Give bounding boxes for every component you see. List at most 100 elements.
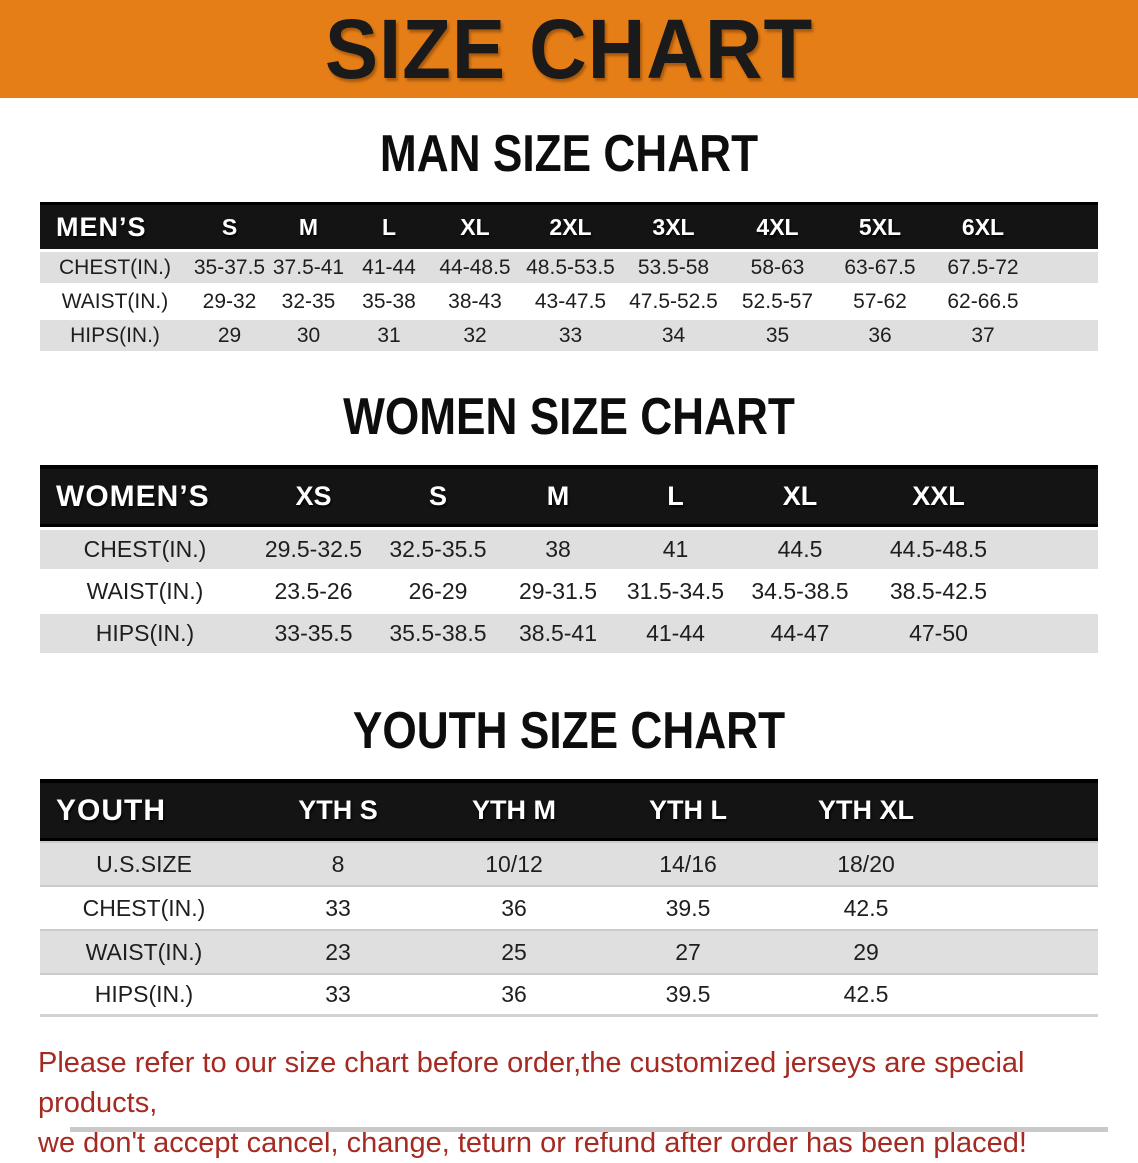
filler-cell xyxy=(1035,249,1098,283)
cell: 33 xyxy=(520,317,621,351)
table-row: HIPS(IN.) 29 30 31 32 33 34 35 36 37 xyxy=(40,317,1098,351)
filler-cell xyxy=(1035,202,1098,249)
cell: 44.5 xyxy=(734,527,866,569)
table-row: U.S.SIZE 8 10/12 14/16 18/20 xyxy=(40,841,1098,885)
cell: 38-43 xyxy=(430,283,520,317)
filler-cell xyxy=(1035,317,1098,351)
cell: 35.5-38.5 xyxy=(377,611,499,653)
filler-cell xyxy=(956,885,1098,929)
cell: 36 xyxy=(428,885,600,929)
row-label: WAIST(IN.) xyxy=(40,283,190,317)
cell: 33-35.5 xyxy=(250,611,377,653)
table-header-row: MEN’S S M L XL 2XL 3XL 4XL 5XL 6XL xyxy=(40,202,1098,249)
column-header: M xyxy=(269,202,348,249)
cell: 29.5-32.5 xyxy=(250,527,377,569)
column-header: M xyxy=(499,465,617,527)
table-row: HIPS(IN.) 33-35.5 35.5-38.5 38.5-41 41-4… xyxy=(40,611,1098,653)
cell: 41-44 xyxy=(617,611,734,653)
size-chart-banner: SIZE CHART xyxy=(0,0,1138,98)
cell: 35-37.5 xyxy=(190,249,269,283)
row-label: HIPS(IN.) xyxy=(40,317,190,351)
column-header: XXL xyxy=(866,465,1011,527)
cell: 47-50 xyxy=(866,611,1011,653)
column-header: 6XL xyxy=(931,202,1035,249)
women-section-heading: WOMEN SIZE CHART xyxy=(343,388,795,446)
cell: 10/12 xyxy=(428,841,600,885)
cell: 29-31.5 xyxy=(499,569,617,611)
cell: 35 xyxy=(726,317,829,351)
cell: 29 xyxy=(190,317,269,351)
column-header: YTH XL xyxy=(776,779,956,841)
filler-cell xyxy=(1011,527,1098,569)
cell: 32-35 xyxy=(269,283,348,317)
filler-cell xyxy=(956,929,1098,973)
cell: 14/16 xyxy=(600,841,776,885)
cell: 44-47 xyxy=(734,611,866,653)
row-label: WAIST(IN.) xyxy=(40,569,250,611)
filler-cell xyxy=(1011,465,1098,527)
cell: 41 xyxy=(617,527,734,569)
cell: 29 xyxy=(776,929,956,973)
cell: 38.5-41 xyxy=(499,611,617,653)
table-row: CHEST(IN.) 29.5-32.5 32.5-35.5 38 41 44.… xyxy=(40,527,1098,569)
men-table-label: MEN’S xyxy=(40,202,190,249)
cell: 38.5-42.5 xyxy=(866,569,1011,611)
cell: 30 xyxy=(269,317,348,351)
cell: 23.5-26 xyxy=(250,569,377,611)
cell: 58-63 xyxy=(726,249,829,283)
column-header: L xyxy=(348,202,430,249)
cell: 26-29 xyxy=(377,569,499,611)
cell: 44.5-48.5 xyxy=(866,527,1011,569)
cell: 42.5 xyxy=(776,973,956,1017)
cell: 41-44 xyxy=(348,249,430,283)
filler-cell xyxy=(956,841,1098,885)
cell: 67.5-72 xyxy=(931,249,1035,283)
cell: 39.5 xyxy=(600,885,776,929)
table-header-row: WOMEN’S XS S M L XL XXL xyxy=(40,465,1098,527)
cell: 32 xyxy=(430,317,520,351)
cell: 25 xyxy=(428,929,600,973)
column-header: YTH M xyxy=(428,779,600,841)
youth-section-heading: YOUTH SIZE CHART xyxy=(352,702,786,760)
banner-title: SIZE CHART xyxy=(324,2,814,96)
cell: 38 xyxy=(499,527,617,569)
cell: 36 xyxy=(428,973,600,1017)
row-label: CHEST(IN.) xyxy=(40,527,250,569)
row-label: U.S.SIZE xyxy=(40,841,248,885)
men-section-heading: MAN SIZE CHART xyxy=(379,125,759,183)
cell: 57-62 xyxy=(829,283,931,317)
cell: 8 xyxy=(248,841,428,885)
column-header: 3XL xyxy=(621,202,726,249)
filler-cell xyxy=(956,779,1098,841)
row-label: HIPS(IN.) xyxy=(40,973,248,1017)
youth-table-label: YOUTH xyxy=(40,779,248,841)
bottom-edge-divider xyxy=(70,1127,1108,1132)
column-header: L xyxy=(617,465,734,527)
table-row: CHEST(IN.) 33 36 39.5 42.5 xyxy=(40,885,1098,929)
table-row: WAIST(IN.) 23 25 27 29 xyxy=(40,929,1098,973)
cell: 36 xyxy=(829,317,931,351)
column-header: S xyxy=(190,202,269,249)
cell: 47.5-52.5 xyxy=(621,283,726,317)
table-row: CHEST(IN.) 35-37.5 37.5-41 41-44 44-48.5… xyxy=(40,249,1098,283)
column-header: 2XL xyxy=(520,202,621,249)
men-size-table: MEN’S S M L XL 2XL 3XL 4XL 5XL 6XL CHEST… xyxy=(40,202,1098,351)
column-header: YTH L xyxy=(600,779,776,841)
cell: 31 xyxy=(348,317,430,351)
cell: 35-38 xyxy=(348,283,430,317)
cell: 34 xyxy=(621,317,726,351)
disclaimer-text: Please refer to our size chart before or… xyxy=(38,1043,1138,1163)
filler-cell xyxy=(956,973,1098,1017)
column-header: XS xyxy=(250,465,377,527)
column-header: S xyxy=(377,465,499,527)
filler-cell xyxy=(1011,611,1098,653)
cell: 33 xyxy=(248,885,428,929)
cell: 33 xyxy=(248,973,428,1017)
cell: 27 xyxy=(600,929,776,973)
table-row: HIPS(IN.) 33 36 39.5 42.5 xyxy=(40,973,1098,1017)
women-size-table: WOMEN’S XS S M L XL XXL CHEST(IN.) 29.5-… xyxy=(40,465,1098,653)
cell: 39.5 xyxy=(600,973,776,1017)
women-table-label: WOMEN’S xyxy=(40,465,250,527)
cell: 44-48.5 xyxy=(430,249,520,283)
cell: 52.5-57 xyxy=(726,283,829,317)
